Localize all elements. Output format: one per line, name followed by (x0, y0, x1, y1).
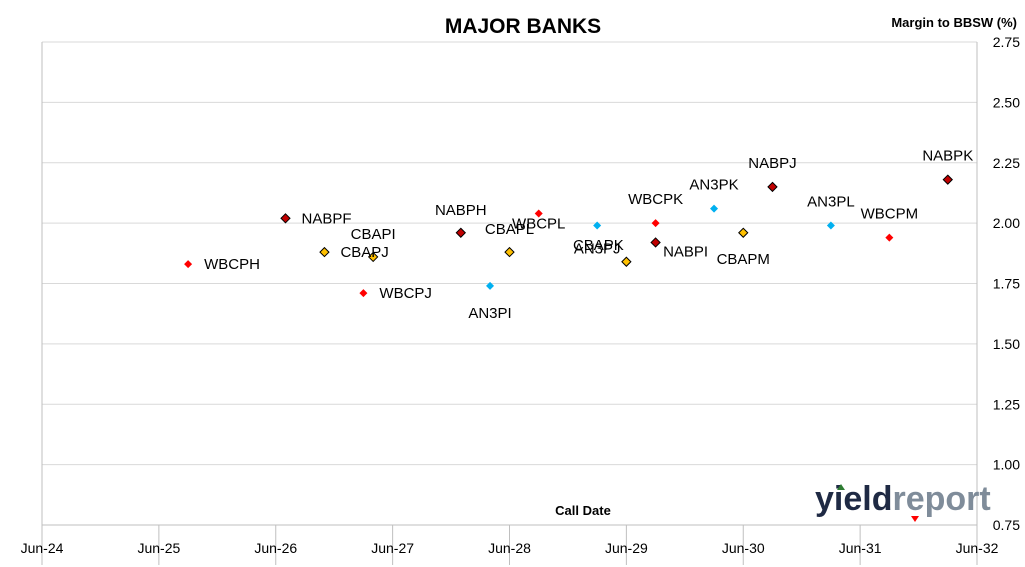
point-label-an3pj: AN3PJ (574, 241, 621, 258)
x-tick-label: Jun-27 (371, 540, 414, 556)
data-point-cbapj (319, 246, 330, 258)
data-point-wbcpm (885, 233, 894, 242)
point-label-cbapm: CBAPM (717, 251, 770, 268)
logo-down-arrow-icon (911, 516, 919, 522)
data-point-an3pj (593, 221, 602, 230)
point-label-nabpi: NABPI (663, 243, 708, 260)
data-points (184, 174, 953, 298)
data-point-an3pi (486, 281, 495, 290)
point-label-cbapi: CBAPI (351, 226, 396, 243)
x-tick-label: Jun-29 (605, 540, 648, 556)
data-point-nabpk (942, 174, 953, 185)
data-point-nabph (455, 227, 467, 238)
x-tick-label: Jun-28 (488, 540, 531, 556)
y-tick-label: 2.25 (993, 155, 1020, 171)
logo-up-arrow-icon (837, 484, 845, 490)
point-label-an3pi: AN3PI (468, 305, 511, 322)
data-point-an3pk (710, 204, 719, 213)
data-point-cbapi (367, 251, 379, 263)
data-point-cbapm (738, 227, 749, 238)
chart-title: MAJOR BANKS (445, 15, 601, 38)
point-label-cbapk: CBAPK (573, 237, 624, 254)
point-label-wbcpm: WBCPM (861, 206, 919, 223)
x-tick-label: Jun-31 (839, 540, 882, 556)
data-point-cbapl (504, 246, 515, 258)
y-tick-label: 1.00 (993, 457, 1020, 473)
x-tick-label: Jun-25 (137, 540, 180, 556)
data-point-wbcpj (359, 289, 368, 298)
svg-text:yieldreport: yieldreport (815, 480, 991, 518)
point-label-wbcph: WBCPH (204, 256, 260, 273)
x-axis-label: Call Date (555, 503, 611, 518)
y-tick-label: 1.75 (993, 276, 1020, 292)
tick-labels: 0.75 1.00 1.25 1.50 1.75 2.00 2.25 2.50 2.75 Jun-… (21, 34, 1021, 556)
y-tick-label: 1.25 (993, 396, 1020, 412)
data-point-nabpi (650, 237, 661, 248)
axes (41, 42, 978, 565)
point-label-nabpj: NABPJ (748, 155, 796, 172)
y-tick-label: 0.75 (993, 517, 1020, 533)
x-tick-label: Jun-30 (722, 540, 765, 556)
y-tick-label: 2.75 (993, 34, 1020, 50)
point-label-an3pk: AN3PK (689, 177, 738, 194)
point-label-cbapl: CBAPL (485, 221, 534, 238)
y-axis-label: Margin to BBSW (%) (891, 15, 1017, 30)
point-label-wbcpj: WBCPJ (379, 285, 432, 302)
data-point-an3pl (826, 221, 835, 230)
data-point-wbcpk (651, 219, 660, 228)
x-tick-label: Jun-24 (21, 540, 64, 556)
data-point-nabpj (767, 181, 778, 193)
grid (42, 41, 977, 526)
point-label-wbcpk: WBCPK (628, 191, 683, 208)
point-label-an3pl: AN3PL (807, 194, 855, 211)
logo-text-report: report (892, 480, 990, 518)
logo-text-yield: yield (815, 480, 892, 518)
y-tick-label: 1.50 (993, 336, 1020, 352)
yieldreport-logo: yieldreport (815, 480, 991, 522)
x-tick-label: Jun-26 (254, 540, 297, 556)
point-label-nabpk: NABPK (922, 148, 973, 165)
point-label-cbapj: CBAPJ (340, 244, 388, 261)
y-tick-label: 2.00 (993, 215, 1020, 231)
point-label-nabpf: NABPF (301, 210, 351, 227)
data-point-wbcph (184, 260, 193, 269)
y-tick-label: 2.50 (993, 94, 1020, 110)
data-point-cbapk (621, 256, 632, 267)
data-point-nabpf (280, 213, 291, 224)
x-tick-label: Jun-32 (956, 540, 999, 556)
point-label-wbcpl: WBCPL (512, 215, 565, 232)
data-point-wbcpl (534, 209, 543, 218)
point-label-nabph: NABPH (435, 202, 487, 219)
